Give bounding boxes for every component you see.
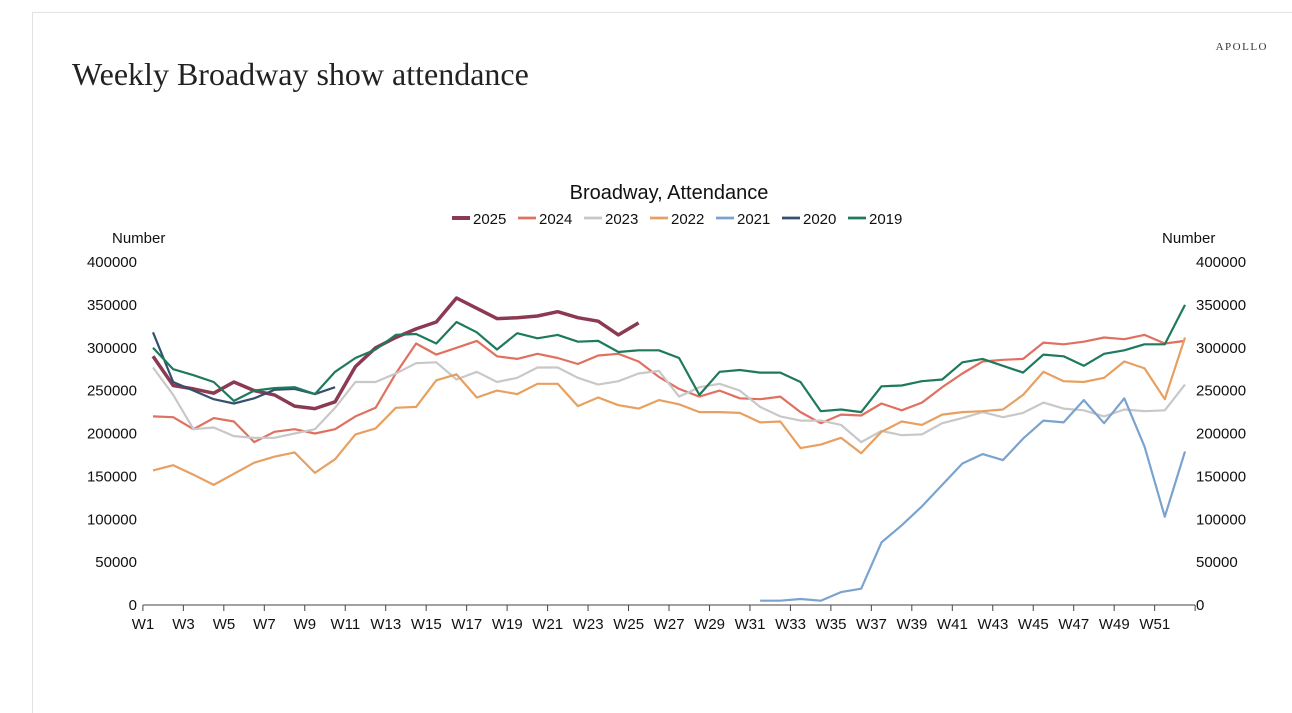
series-line-2019 <box>152 304 1186 414</box>
x-tick-label: W35 <box>816 616 847 633</box>
x-tick-label: W23 <box>573 616 604 633</box>
y-tick-label-right: 250000 <box>1196 383 1246 400</box>
x-tick-label: W7 <box>253 616 276 633</box>
x-tick-label: W11 <box>330 616 360 633</box>
x-tick-label: W31 <box>735 616 766 633</box>
x-tick-label: W49 <box>1099 616 1130 633</box>
x-tick-label: W9 <box>294 616 317 633</box>
y-axis-label-left: Number <box>112 230 165 247</box>
series-line-2024 <box>152 333 1186 444</box>
legend-label-2019: 2019 <box>869 211 902 228</box>
legend-label-2024: 2024 <box>539 211 572 228</box>
page-title: Weekly Broadway show attendance <box>72 56 529 92</box>
legend-label-2021: 2021 <box>737 211 770 228</box>
y-tick-label-left: 0 <box>129 597 137 614</box>
x-tick-label: W3 <box>172 616 195 633</box>
x-tick-label: W17 <box>451 616 482 633</box>
y-tick-label-left: 150000 <box>87 468 137 485</box>
x-tick-label: W47 <box>1058 616 1089 633</box>
series-lines <box>151 296 1187 602</box>
x-tick-label: W19 <box>492 616 523 633</box>
legend: 2025 2024 2023 2022 2021 2020 2019 <box>452 211 902 228</box>
x-tick-label: W13 <box>370 616 401 633</box>
x-tick-label: W37 <box>856 616 887 633</box>
y-tick-label-right: 100000 <box>1196 511 1246 528</box>
x-tick-label: W5 <box>213 616 236 633</box>
y-tick-label-right: 300000 <box>1196 340 1246 357</box>
y-axis-label-right: Number <box>1162 230 1215 247</box>
y-tick-label-right: 200000 <box>1196 426 1246 443</box>
x-axis: W1 W3 W5 W7 W9 W11 W13 W15 W17 W19 W21 W23 W25 W27 W29… <box>132 604 1196 633</box>
y-tick-label-left: 350000 <box>87 297 137 314</box>
chart-title: Broadway, Attendance <box>570 182 769 204</box>
series-line-2022 <box>152 337 1187 486</box>
series-line-2025 <box>151 296 640 411</box>
x-tick-label: W51 <box>1139 616 1170 633</box>
slide-frame <box>32 12 1292 713</box>
y-tick-label-right: 400000 <box>1196 254 1246 271</box>
y-tick-label-right: 50000 <box>1196 554 1238 571</box>
x-tick-label: W1 <box>132 616 155 633</box>
x-tick-label: W39 <box>897 616 928 633</box>
legend-label-2022: 2022 <box>671 211 704 228</box>
x-tick-label: W45 <box>1018 616 1049 633</box>
y-tick-label-left: 50000 <box>95 554 137 571</box>
y-tick-label-right: 0 <box>1196 597 1204 614</box>
x-tick-label: W21 <box>532 616 563 633</box>
legend-label-2020: 2020 <box>803 211 836 228</box>
y-tick-label-left: 250000 <box>87 383 137 400</box>
series-line-2021 <box>760 397 1187 602</box>
x-tick-label: W33 <box>775 616 806 633</box>
brand-logo: APOLLO <box>1215 41 1268 53</box>
y-tick-label-left: 100000 <box>87 511 137 528</box>
legend-label-2025: 2025 <box>473 211 506 228</box>
legend-label-2023: 2023 <box>605 211 638 228</box>
y-tick-label-left: 200000 <box>87 426 137 443</box>
series-line-2023 <box>152 361 1186 444</box>
x-tick-label: W43 <box>977 616 1008 633</box>
y-tick-label-right: 150000 <box>1196 468 1246 485</box>
x-tick-label: W29 <box>694 616 725 633</box>
x-tick-label: W25 <box>613 616 644 633</box>
y-tick-label-left: 300000 <box>87 340 137 357</box>
y-tick-label-left: 400000 <box>87 254 137 271</box>
x-tick-label: W27 <box>654 616 685 633</box>
y-axis: 0 0 50000 50000 100000 100000 150000 150000 2000… <box>87 254 1246 614</box>
x-tick-label: W15 <box>411 616 442 633</box>
y-tick-label-right: 350000 <box>1196 297 1246 314</box>
x-tick-label: W41 <box>937 616 968 633</box>
